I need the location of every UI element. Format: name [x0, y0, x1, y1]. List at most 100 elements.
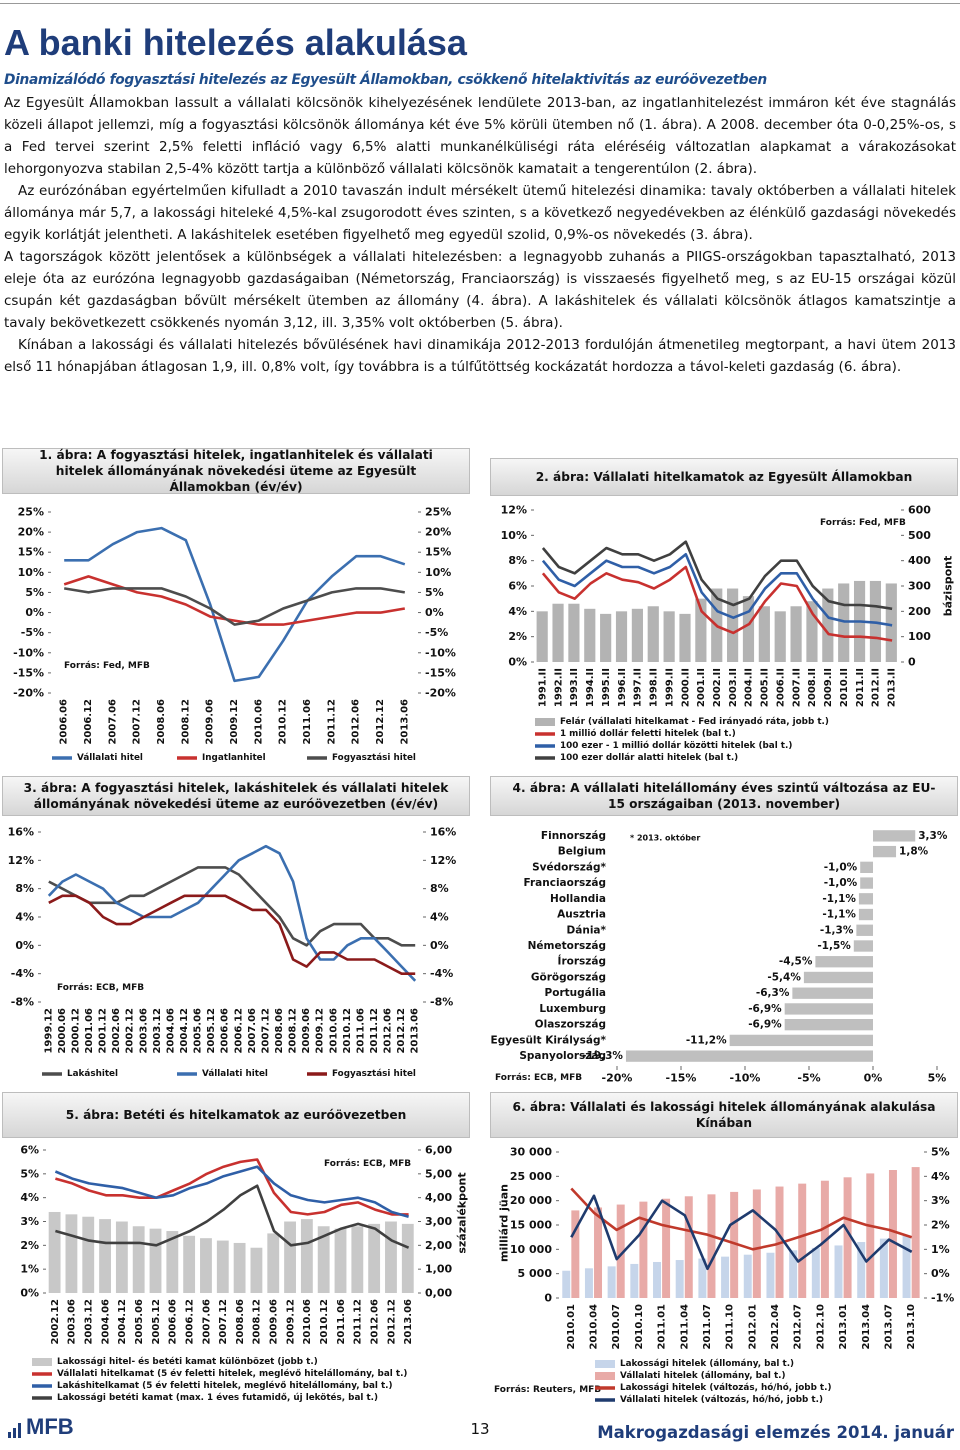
legend-swatch [595, 1372, 615, 1380]
y-tick-label: 10% [501, 529, 527, 542]
y2-tick-label: 1% [931, 1243, 950, 1256]
x-tick-label: 2011.06 [302, 699, 313, 745]
legend-label: Ingatlanhitel [202, 753, 266, 763]
line-series [63, 587, 406, 626]
legend-label: Lakossági hitel- és betéti kamat különbö… [57, 1356, 318, 1367]
y-tick-label: 12% [501, 504, 527, 517]
bar [815, 956, 873, 968]
y-tick-label: 0% [508, 656, 527, 669]
footer-logo: MFB [8, 1416, 74, 1438]
x-tick-label: 2008.12 [252, 1299, 263, 1345]
y2-tick-label: 12% [430, 854, 456, 867]
source: Forrás: ECB, MFB [495, 1073, 582, 1083]
legend-label: Vállalati hitelek (állomány, bal t.) [620, 1371, 786, 1381]
source: Forrás: ECB, MFB [57, 983, 144, 993]
bar [743, 1254, 752, 1298]
y-tick-label: -20% [13, 687, 44, 700]
value-label: -11,2% [686, 1034, 727, 1046]
body-text: Az Egyesült Államokban lassult a vállala… [4, 92, 956, 378]
x-tick-label: 1995.II [601, 668, 612, 707]
y2-tick-label: 300 [908, 580, 931, 593]
value-label: -1,3% [820, 924, 854, 936]
y-tick-label: 8% [15, 882, 34, 895]
bar [811, 1247, 820, 1298]
bar [625, 1050, 873, 1062]
legend-label: Fogyasztási hitel [332, 1069, 416, 1079]
y2-tick-label: 20% [425, 526, 451, 539]
category-label: Finnország [541, 830, 606, 842]
x-tick-label: 2010.07 [611, 1304, 622, 1350]
x-tick-label: 2002.12 [50, 1299, 61, 1345]
legend-label: Lakossági hitelek (változás, hó/hó, jobb… [620, 1382, 832, 1393]
legend-swatch [595, 1360, 615, 1368]
bar [721, 1256, 730, 1298]
y-tick-label: 15 000 [510, 1219, 552, 1232]
y-tick-label: 25% [18, 506, 44, 519]
paragraph: Az Egyesült Államokban lassult a vállala… [4, 95, 956, 177]
line-series [541, 553, 893, 627]
y-tick-label: 2% [508, 630, 527, 643]
bar [48, 1211, 61, 1293]
x-tick-label: 2011.04 [679, 1304, 690, 1350]
y-tick-label: -5% [21, 626, 44, 639]
bar [401, 1223, 414, 1293]
bar [792, 987, 873, 999]
x-tick-label: 2012.II [871, 668, 882, 707]
y2-tick-label: -4% [430, 967, 453, 980]
bar [552, 603, 564, 662]
y2-tick-label: 600 [908, 504, 931, 517]
bar [594, 1207, 603, 1298]
x-tick-label: 2008.12 [180, 699, 191, 745]
bar [82, 1216, 95, 1293]
y2-tick-label: 4,00 [425, 1191, 452, 1204]
x-tick-label: 2012.01 [747, 1304, 758, 1350]
y-tick-label: 0% [15, 939, 34, 952]
bar [662, 1198, 671, 1298]
category-label: Belgium [558, 846, 606, 858]
category-label: Spanyolország [519, 1050, 606, 1062]
category-label: Luxemburg [539, 1003, 606, 1015]
x-tick-label: 2009.II [823, 668, 834, 707]
x-tick-label: 2005.II [760, 668, 771, 707]
bar [663, 611, 675, 662]
y2-tick-label: 1,00 [425, 1263, 452, 1276]
paragraph: A tagországok között jelentősek a különb… [4, 249, 956, 331]
line-series [47, 844, 417, 982]
legend-swatch [535, 718, 555, 726]
bar [334, 1228, 347, 1293]
x-tick-label: 2010.12 [319, 1299, 330, 1345]
bar [860, 861, 873, 873]
legend-label: Vállalati hitel [202, 1069, 268, 1079]
source: Forrás: Reuters, MFB [494, 1385, 601, 1395]
y-tick-label: 6% [20, 1144, 39, 1157]
bar [853, 940, 873, 952]
y-tick-label: 6% [508, 580, 527, 593]
y-tick-label: 12% [8, 854, 34, 867]
y-tick-label: 2% [20, 1239, 39, 1252]
bar [639, 1201, 648, 1298]
legend-label: Vállalati hitelek (változás, hó/hó, jobb… [620, 1394, 823, 1405]
source: Forrás: Fed, MFB [820, 518, 906, 528]
bar [790, 606, 802, 662]
chart: 1. ábra: A fogyasztási hitelek, ingatlan… [2, 448, 470, 766]
legend-label: 100 ezer - 1 millió dollár közötti hitel… [560, 740, 792, 751]
y-tick-label: 20% [18, 526, 44, 539]
category-label: Írország [558, 955, 606, 968]
legend-label: Vállalati hitel [77, 753, 143, 763]
chart-plot: Forrás: ECB, MFB százalékpont 0% 1% 2% 3% 4% 5%… [20, 1144, 468, 1404]
y2-tick-label: 15% [425, 546, 451, 559]
bar [679, 613, 691, 662]
y2-tick-label: -15% [425, 666, 456, 679]
bar [300, 1219, 313, 1293]
bar [803, 971, 873, 984]
bar [562, 1270, 571, 1298]
logo-text: MFB [26, 1414, 74, 1439]
note: * 2013. október [630, 833, 700, 843]
bar [774, 611, 786, 662]
x-tick-label: 2002.II [712, 668, 723, 707]
bar [888, 1170, 897, 1298]
bar [385, 1221, 397, 1293]
legend-label: Lakáshitelkamat (5 év feletti hitelek, m… [57, 1380, 393, 1391]
bar [166, 1231, 179, 1293]
bar [798, 1183, 807, 1298]
